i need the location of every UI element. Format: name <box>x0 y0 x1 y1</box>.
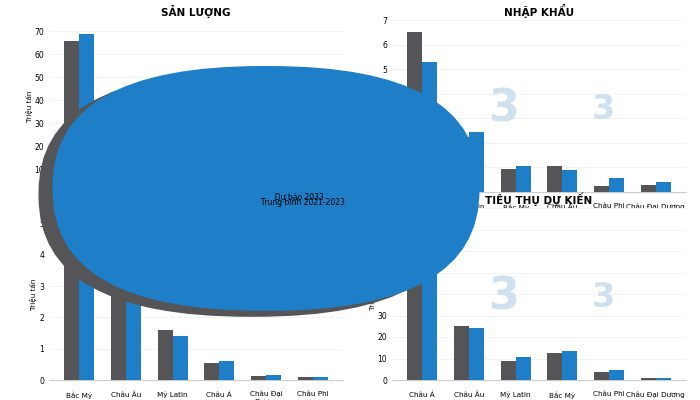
Text: +10.0%: +10.0% <box>501 220 530 226</box>
Text: +2.6%: +2.6% <box>161 220 185 226</box>
Bar <box>313 191 328 192</box>
Text: +3.8%: +3.8% <box>207 220 231 226</box>
Bar <box>298 378 313 380</box>
Text: +28.6%: +28.6% <box>642 220 670 226</box>
Bar <box>64 233 79 380</box>
Text: 3: 3 <box>592 93 615 126</box>
Text: 3: 3 <box>489 276 519 319</box>
Bar <box>313 377 328 380</box>
Bar <box>266 375 281 380</box>
Bar <box>656 182 671 192</box>
Y-axis label: Triệu tấn: Triệu tấn <box>372 90 379 122</box>
Bar <box>469 328 484 380</box>
Bar <box>656 378 671 380</box>
Text: +9.3%: +9.3% <box>457 220 481 226</box>
Bar <box>79 230 95 380</box>
Bar <box>298 191 313 192</box>
Bar <box>609 370 624 380</box>
Bar <box>173 336 188 380</box>
Text: Dự báo 2033: Dự báo 2033 <box>270 192 323 201</box>
Text: +3.5%: +3.5% <box>301 220 325 226</box>
Bar <box>64 41 79 192</box>
Y-axis label: Triệu tấn: Triệu tấn <box>25 90 32 122</box>
Bar <box>407 32 422 192</box>
Bar <box>173 160 188 192</box>
Text: +4.8%: +4.8% <box>67 220 91 226</box>
Bar <box>422 62 438 192</box>
Bar <box>126 127 141 192</box>
Bar <box>562 351 578 380</box>
Bar <box>126 255 141 380</box>
Text: -18.7%: -18.7% <box>410 220 435 226</box>
Bar <box>594 186 609 192</box>
Y-axis label: Triệu tấn: Triệu tấn <box>368 278 374 310</box>
Text: 3: 3 <box>249 281 272 314</box>
Bar <box>219 361 234 380</box>
Bar <box>500 361 516 380</box>
Bar <box>251 376 266 380</box>
Bar <box>266 189 281 192</box>
Text: +93.8%: +93.8% <box>595 220 623 226</box>
Title: SẢN LƯỢNG: SẢN LƯỢNG <box>161 5 231 18</box>
Bar <box>111 238 126 380</box>
Text: 3: 3 <box>489 88 519 131</box>
Bar <box>407 236 422 380</box>
Text: Trung bình 2021-2023: Trung bình 2021-2023 <box>256 198 344 207</box>
Title: TIÊU THỤ DỰ KIẾN: TIÊU THỤ DỰ KIẾN <box>485 192 593 206</box>
Title: NHẬP KHẨU: NHẬP KHẨU <box>504 4 574 18</box>
Bar <box>454 137 469 192</box>
Bar <box>594 372 609 380</box>
Text: 3: 3 <box>146 276 176 319</box>
Bar <box>204 171 219 192</box>
Bar <box>640 185 656 192</box>
Bar <box>516 166 531 192</box>
Bar <box>158 161 173 192</box>
Bar <box>609 178 624 192</box>
Bar <box>158 330 173 380</box>
Bar <box>454 326 469 380</box>
Text: +3.1%: +3.1% <box>254 220 278 226</box>
Text: -3.1%: -3.1% <box>116 220 136 226</box>
Text: 3: 3 <box>249 93 272 126</box>
Bar <box>547 166 562 192</box>
Text: -15.0%: -15.0% <box>550 220 575 226</box>
Y-axis label: Triệu tấn: Triệu tấn <box>29 278 36 310</box>
Bar <box>111 124 126 192</box>
Title: XUẤT KHẨU: XUẤT KHẨU <box>162 194 230 206</box>
Bar <box>219 170 234 192</box>
Bar <box>422 225 438 380</box>
Bar <box>500 169 516 192</box>
Bar <box>516 357 531 380</box>
Bar <box>640 378 656 380</box>
Bar <box>547 353 562 380</box>
Text: 3: 3 <box>592 281 615 314</box>
Bar <box>469 132 484 192</box>
Bar <box>204 363 219 380</box>
Bar <box>79 34 95 192</box>
Text: 3: 3 <box>146 88 176 131</box>
Bar <box>251 189 266 192</box>
Bar <box>562 170 578 192</box>
